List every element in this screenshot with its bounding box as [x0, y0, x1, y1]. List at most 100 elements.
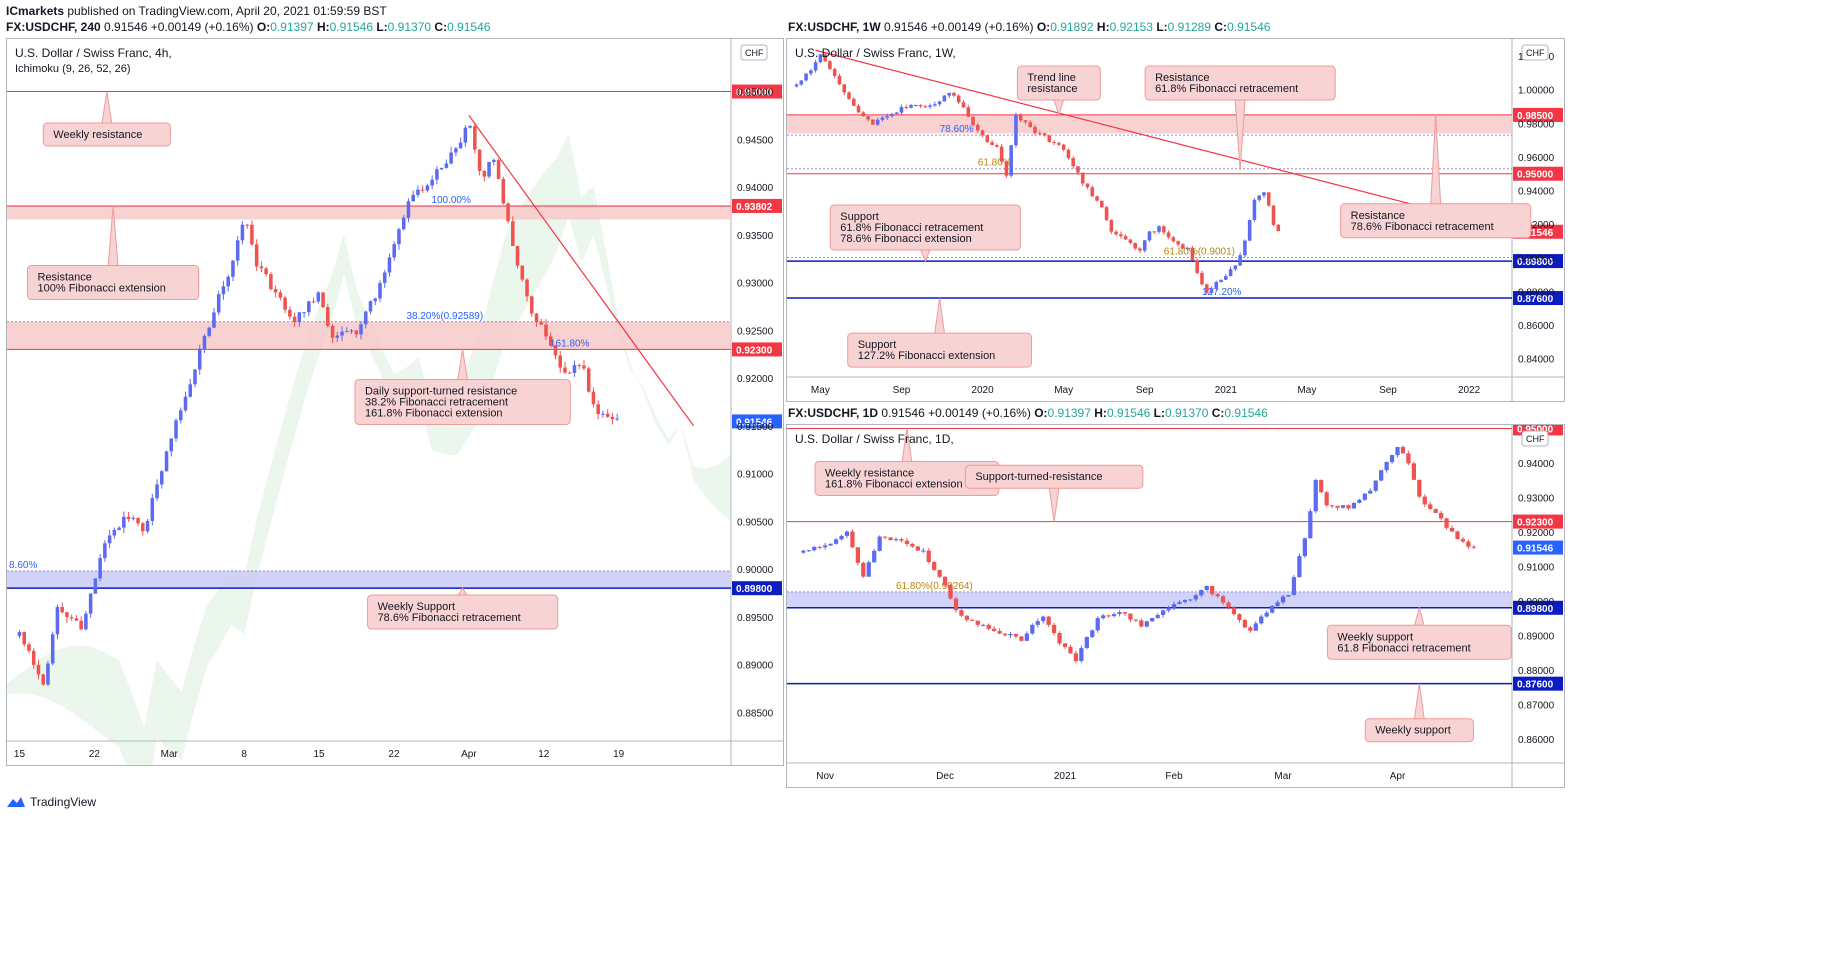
candle: [956, 94, 961, 104]
candle-body: [235, 240, 240, 261]
candle-body: [50, 634, 55, 664]
x-tick-label: 22: [89, 749, 101, 760]
footer-logo: TradingView: [6, 795, 96, 809]
candle-body: [1073, 653, 1079, 661]
candle-body: [918, 104, 923, 107]
candle: [501, 176, 506, 205]
chart-panel-h4[interactable]: 38.20%(0.92589) 100.00% 8.60% 0.95000 0.9380…: [6, 38, 784, 766]
candle-body: [1004, 161, 1009, 176]
candle: [1204, 283, 1209, 294]
candle: [387, 253, 392, 277]
candle-body: [809, 70, 813, 74]
price-axis-marker: [1513, 107, 1563, 122]
candle: [1128, 613, 1133, 623]
candle: [1466, 539, 1471, 550]
candle: [435, 166, 439, 185]
candle-body: [1181, 244, 1185, 249]
chart-d1[interactable]: 61.80%(0.90264)161.80%0.950000.923000.89…: [787, 425, 1564, 787]
candle-body: [1379, 470, 1384, 481]
y-tick-label: 0.92000: [1518, 220, 1555, 231]
candle: [856, 103, 861, 113]
fib-level-label: 61.80%(0.90264): [896, 581, 973, 592]
chart-w1[interactable]: 61.80% 61.80%(0.9001) 127.20% 78.60% 0.98500…: [787, 39, 1564, 401]
candle: [449, 146, 453, 165]
support-zone: [787, 591, 1512, 608]
candle-body: [1224, 276, 1228, 280]
callout-text: 100% Fibonacci extension: [38, 283, 166, 295]
candle-body: [145, 520, 150, 532]
candle: [1329, 504, 1335, 509]
callout-box: [354, 378, 571, 425]
candle: [888, 537, 893, 541]
callout-box: [964, 464, 1144, 489]
y-tick-label: 0.93000: [737, 279, 774, 290]
annotation-callout: Support-turned-resistance: [964, 464, 1144, 522]
chart-panel-d1[interactable]: 61.80%(0.90264)161.80%0.950000.923000.89…: [786, 424, 1565, 788]
candle: [1214, 280, 1219, 291]
candle-body: [259, 266, 264, 269]
candle-body: [69, 617, 74, 619]
candle-body: [952, 92, 956, 96]
candle-body: [1324, 492, 1329, 506]
callout-text: 61.8 Fibonacci retracement: [1337, 642, 1470, 654]
candle-body: [1422, 496, 1427, 505]
candle-body: [1340, 505, 1346, 508]
candle: [1177, 600, 1182, 605]
candle: [591, 387, 596, 408]
y-tick-label: 0.93500: [737, 231, 774, 242]
y-tick-label: 0.94000: [1518, 187, 1555, 198]
callout-text: Resistance: [1351, 210, 1405, 222]
candle: [1259, 614, 1264, 625]
candle-body: [913, 104, 918, 106]
price-axis-marker-label: 0.95000: [1517, 170, 1554, 181]
candle-body: [416, 189, 420, 195]
callout-pointer: [934, 297, 946, 335]
candle: [1188, 599, 1193, 602]
y-tick-label: 0.88000: [1518, 666, 1555, 677]
candle: [84, 611, 88, 631]
candle-body: [1046, 616, 1051, 625]
candle-body: [923, 106, 928, 108]
chart-h4[interactable]: 38.20%(0.92589) 100.00% 8.60% 0.95000 0.9380…: [7, 39, 783, 765]
candle-body: [1286, 595, 1291, 597]
chart-panel-w1[interactable]: 61.80% 61.80%(0.9001) 127.20% 78.60% 0.98500…: [786, 38, 1565, 402]
callout-box: [1144, 65, 1336, 101]
resistance-zone: [787, 114, 1512, 134]
callout-text: 78.6% Fibonacci retracement: [1351, 221, 1494, 233]
candle: [41, 673, 45, 687]
candle: [454, 146, 458, 157]
candle: [1166, 605, 1171, 613]
candle-body: [487, 161, 491, 177]
candle: [1004, 160, 1009, 179]
candle: [601, 410, 605, 418]
candle: [1018, 113, 1023, 123]
candle-body: [1215, 594, 1220, 597]
candle-body: [1013, 634, 1019, 637]
candle-body: [373, 298, 378, 302]
candle-body: [899, 539, 904, 541]
y-tick-label: 0.98000: [1518, 119, 1555, 130]
callout-pointer: [1048, 486, 1060, 522]
candle-body: [966, 107, 971, 117]
candle: [1422, 494, 1427, 507]
candle-body: [36, 664, 41, 675]
candle-body: [586, 368, 591, 392]
candle-body: [1346, 505, 1351, 509]
candle-body: [1444, 518, 1449, 528]
callout-pointer: [101, 91, 113, 125]
candle-body: [976, 124, 980, 131]
candle: [1155, 613, 1160, 619]
candle: [359, 321, 363, 340]
candle: [136, 517, 140, 527]
callout-text: Support: [840, 211, 879, 223]
candle: [610, 412, 615, 425]
candle-body: [885, 116, 889, 118]
candle: [1219, 279, 1223, 283]
candle: [899, 537, 904, 543]
candle: [904, 537, 910, 547]
candle: [586, 366, 591, 393]
price-axis-marker: [1513, 425, 1563, 436]
candle-body: [1237, 614, 1242, 620]
callout-text: resistance: [1027, 83, 1077, 95]
